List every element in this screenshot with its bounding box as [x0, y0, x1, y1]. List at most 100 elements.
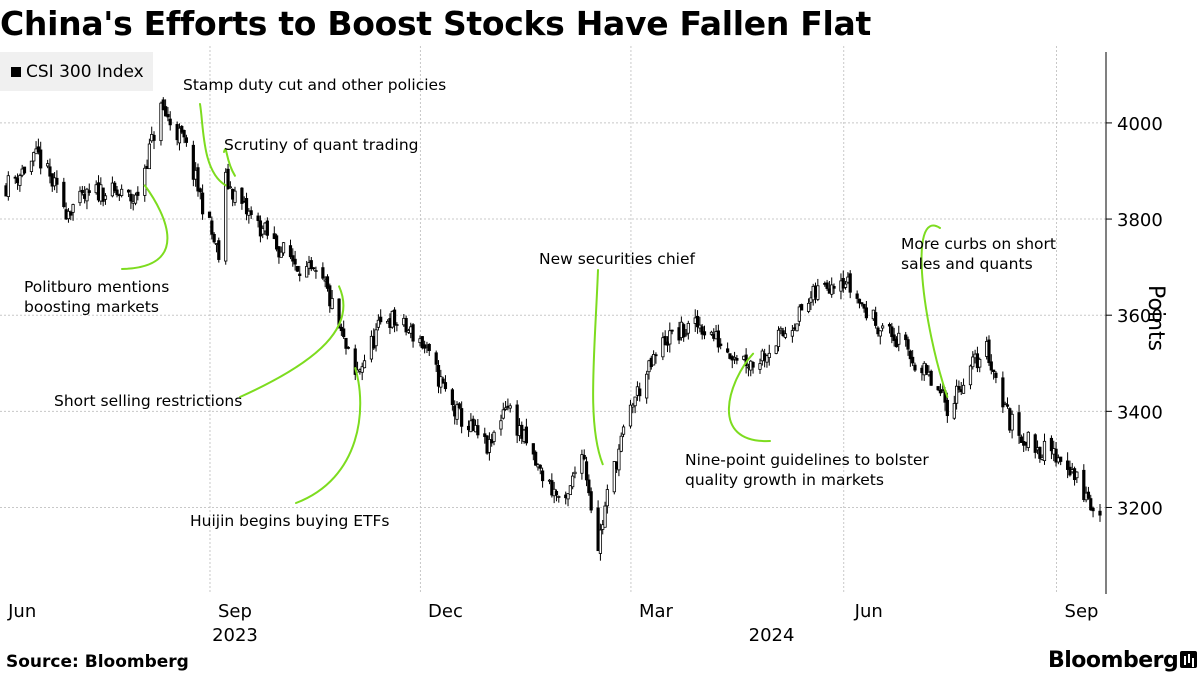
candle-body-111 [362, 360, 367, 369]
annotation-label-nine-point-0: Nine-point guidelines to bolster [685, 451, 929, 469]
candle-body-261 [848, 273, 852, 293]
candle-body-221 [719, 343, 723, 346]
y-tick-label-3200: 3200 [1117, 498, 1163, 519]
candle-body-268 [874, 312, 878, 326]
candle-body-17 [62, 181, 66, 208]
candle-body-105 [344, 337, 348, 349]
candle-body-26 [87, 190, 91, 193]
candle-body-238 [776, 329, 781, 347]
bloomberg-logo: Bloomberg [1048, 648, 1179, 673]
candle-body-271 [880, 325, 885, 329]
candle-body-178 [582, 454, 586, 460]
candle-body-321 [1042, 440, 1047, 462]
candle-body-133 [436, 365, 441, 387]
candle-body-114 [374, 329, 378, 347]
candle-body-21 [71, 204, 75, 213]
candle-body-61 [200, 192, 205, 215]
candle-body-237 [774, 345, 778, 354]
annotation-curve-short-selling [239, 285, 345, 398]
candle-body-244 [795, 323, 799, 332]
candle-body-135 [441, 378, 445, 384]
candle-body-47 [159, 102, 163, 142]
candle-body-10 [36, 146, 40, 153]
candle-body-38 [129, 193, 133, 202]
candle-body-176 [573, 471, 577, 475]
candle-body-277 [904, 334, 908, 341]
candle-body-139 [455, 404, 459, 420]
candle-body-264 [860, 302, 864, 305]
candle-body-245 [797, 306, 801, 322]
candle-body-48 [161, 99, 165, 111]
candle-body-322 [1049, 437, 1054, 452]
candle-body-72 [240, 187, 244, 204]
candle-body-86 [281, 242, 286, 254]
candle-body-185 [603, 505, 607, 528]
candle-body-226 [735, 358, 739, 361]
source-note: Source: Bloomberg [6, 652, 189, 672]
candle-body-137 [450, 389, 454, 406]
annotation-label-short-sales-quants-1: sales and quants [901, 255, 1033, 273]
candle-body-136 [443, 382, 448, 390]
candle-body-293 [955, 385, 959, 404]
legend-swatch [11, 66, 21, 77]
candle-body-88 [291, 255, 295, 262]
candle-body-200 [652, 354, 656, 366]
candle-body-106 [346, 346, 350, 349]
candle-body-222 [726, 348, 730, 353]
candle-body-186 [605, 489, 609, 507]
candle-body-149 [487, 439, 491, 453]
chart-title: China's Efforts to Boost Stocks Have Fal… [0, 4, 871, 43]
candle-body-30 [101, 187, 105, 202]
annotation-curve-securities-chief [592, 269, 604, 466]
candle-body-179 [584, 461, 589, 481]
candle-body-37 [126, 189, 131, 193]
candle-body-20 [69, 211, 73, 216]
candle-body-276 [897, 332, 901, 345]
candle-body-131 [427, 344, 431, 352]
candle-body-55 [182, 130, 186, 138]
candle-body-97 [321, 267, 325, 279]
candle-body-83 [275, 235, 279, 250]
candle-body-177 [580, 454, 584, 474]
candle-body-215 [700, 326, 704, 335]
candle-body-102 [337, 298, 341, 328]
candle-body-213 [695, 315, 700, 328]
candle-body-161 [524, 426, 529, 444]
candle-body-296 [961, 384, 966, 394]
candle-body-209 [682, 324, 686, 338]
candle-body-217 [709, 331, 714, 335]
candle-body-211 [686, 322, 690, 334]
candle-body-337 [1098, 510, 1102, 516]
x-tick-label-mar-3: Mar [639, 601, 674, 622]
candle-body-25 [85, 188, 89, 202]
candle-body-240 [781, 330, 785, 337]
candle-body-71 [233, 190, 237, 203]
candle-body-144 [471, 418, 475, 431]
candle-body-308 [1003, 402, 1007, 405]
candle-body-132 [434, 352, 438, 365]
candle-body-23 [80, 189, 84, 194]
annotation-label-huijin-0: Huijin begins buying ETFs [190, 512, 389, 530]
annotation-curve-nine-point [727, 352, 771, 443]
legend-label: CSI 300 Index [26, 61, 144, 82]
candle-body-303 [987, 339, 991, 364]
candle-body-115 [376, 319, 380, 328]
candle-body-81 [265, 220, 269, 236]
candle-body-89 [293, 258, 297, 265]
annotation-curve-short-sales-quants [920, 224, 949, 398]
candle-body-231 [751, 361, 755, 368]
candle-body-50 [166, 114, 170, 118]
candle-body-8 [32, 152, 36, 162]
candle-body-13 [48, 166, 52, 177]
annotation-label-securities-chief-0: New securities chief [539, 250, 695, 268]
x-tick-label-jun-4: Jun [854, 601, 883, 622]
candle-body-294 [957, 386, 961, 390]
candle-body-2 [13, 176, 17, 179]
candle-body-63 [210, 220, 214, 235]
candle-body-288 [938, 389, 943, 394]
candle-body-278 [906, 339, 910, 350]
candle-body-332 [1082, 469, 1086, 500]
candle-body-259 [843, 283, 848, 288]
x-tick-label-jun-0: Jun [7, 601, 36, 622]
candle-body-239 [779, 327, 783, 331]
